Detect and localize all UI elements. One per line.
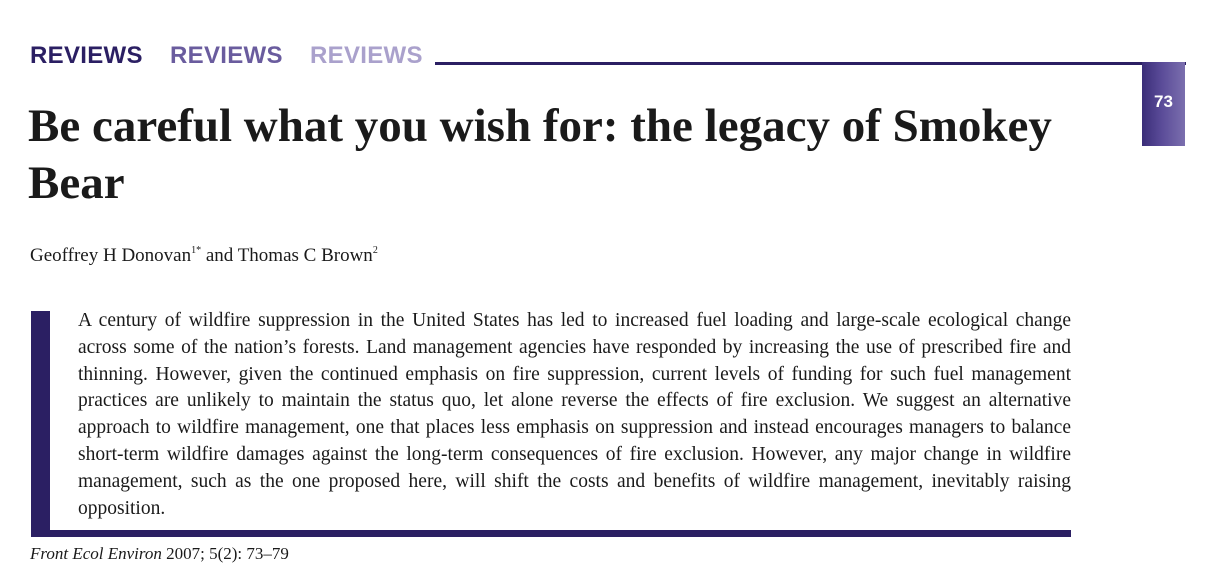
page-number-tab: 73: [1142, 62, 1185, 146]
header-rule: [435, 62, 1186, 65]
section-header: REVIEWS REVIEWS REVIEWS: [30, 40, 1186, 70]
author-affiliation: 2: [372, 245, 378, 256]
article-title: Be careful what you wish for: the legacy…: [28, 100, 1052, 209]
section-label-reviews-medium: REVIEWS: [170, 42, 283, 69]
section-label-reviews-dark: REVIEWS: [30, 42, 143, 69]
citation-details: 2007; 5(2): 73–79: [161, 544, 289, 563]
author-name: Geoffrey H Donovan: [30, 245, 192, 266]
citation: Front Ecol Environ 2007; 5(2): 73–79: [30, 543, 289, 565]
abstract-left-bar: [31, 311, 50, 537]
section-label-reviews-light: REVIEWS: [310, 42, 423, 69]
author-list: Geoffrey H Donovan1* and Thomas C Brown2: [30, 244, 378, 268]
author-separator: and: [201, 245, 238, 266]
abstract-text: A century of wildfire suppression in the…: [78, 310, 1071, 519]
author-affiliation: 1*: [191, 245, 202, 256]
journal-name: Front Ecol Environ: [30, 544, 162, 563]
abstract-bottom-rule: [31, 530, 1071, 537]
author-name: Thomas C Brown: [237, 245, 373, 266]
page-number: 73: [1154, 92, 1173, 111]
